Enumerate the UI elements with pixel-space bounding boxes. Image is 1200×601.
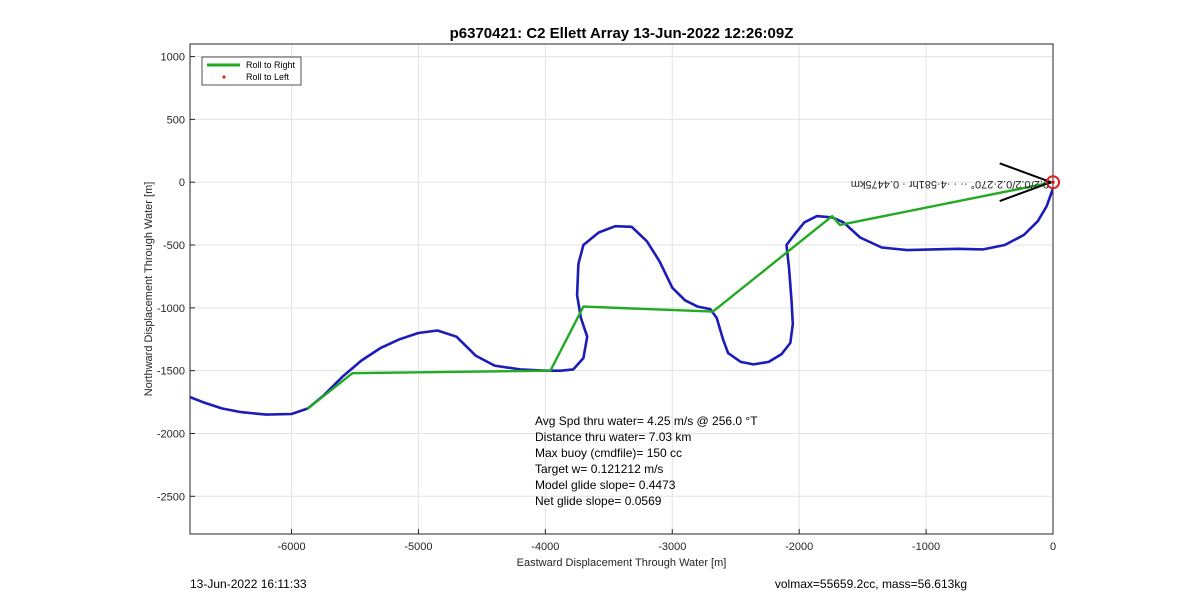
x-axis-label: Eastward Displacement Through Water [m]: [517, 557, 727, 569]
y-tick-label: 1000: [161, 52, 185, 64]
y-tick-label: 0: [179, 177, 185, 189]
y-axis-label: Northward Displacement Through Water [m]: [143, 182, 155, 397]
y-tick-label: -1500: [157, 366, 185, 378]
stat-max-buoy: Max buoy (cmdfile)= 150 cc: [535, 446, 682, 460]
series-layer: [190, 162, 1060, 416]
grid: [190, 44, 1054, 534]
stat-distance: Distance thru water= 7.03 km: [535, 430, 691, 444]
legend-label-roll-left: Roll to Left: [246, 72, 290, 82]
stat-model-glide: Model glide slope= 0.4473: [535, 478, 676, 492]
legend-box: [201, 56, 302, 86]
plot-area: [190, 162, 1053, 416]
x-tick-label: 0: [1050, 541, 1056, 553]
arrow-lower-stroke: [999, 181, 1052, 202]
footer-timestamp: 13-Jun-2022 16:11:33: [190, 577, 307, 591]
plot-frame: [189, 43, 1054, 535]
y-tick-label: -2500: [157, 491, 185, 503]
legend-label-roll-right: Roll to Right: [246, 60, 296, 70]
arrow-upper-stroke: [999, 162, 1052, 184]
x-tick-label: -1000: [912, 541, 940, 553]
y-tick-label: -1000: [157, 303, 185, 315]
stats-block: Avg Spd thru water= 4.25 m/s @ 256.0 °T …: [535, 414, 758, 508]
chart-title: p6370421: C2 Ellett Array 13-Jun-2022 12…: [450, 25, 794, 42]
axis-ticks: -6000 -5000 -4000 -3000 -2000 -1000 0 1000 500 0 -…: [157, 52, 1056, 553]
heading-annotation: 0.2/0.2/0.2·270° ·· · ·4·581hr · 0.4475k…: [851, 178, 1049, 190]
x-tick-label: -2000: [785, 541, 813, 553]
roll-left-point: [1051, 180, 1055, 185]
x-tick-label: -6000: [277, 541, 305, 553]
roll-right-line: [306, 180, 1053, 410]
x-tick-label: -5000: [404, 541, 432, 553]
legend-dot-roll-left: [222, 75, 226, 79]
x-tick-label: -4000: [531, 541, 559, 553]
y-tick-label: -2000: [157, 428, 185, 440]
origin-marker: [1046, 175, 1060, 190]
stat-net-glide: Net glide slope= 0.0569: [535, 494, 662, 508]
y-tick-label: -500: [163, 240, 185, 252]
footer-mass: volmax=55659.2cc, mass=56.613kg: [775, 577, 967, 591]
stat-avg-speed: Avg Spd thru water= 4.25 m/s @ 256.0 °T: [535, 414, 758, 428]
x-tick-label: -3000: [658, 541, 686, 553]
track-line: [190, 187, 1053, 416]
stat-target-w: Target w= 0.121212 m/s: [535, 462, 663, 476]
y-tick-label: 500: [167, 114, 185, 126]
legend: Roll to Right Roll to Left: [201, 56, 302, 86]
